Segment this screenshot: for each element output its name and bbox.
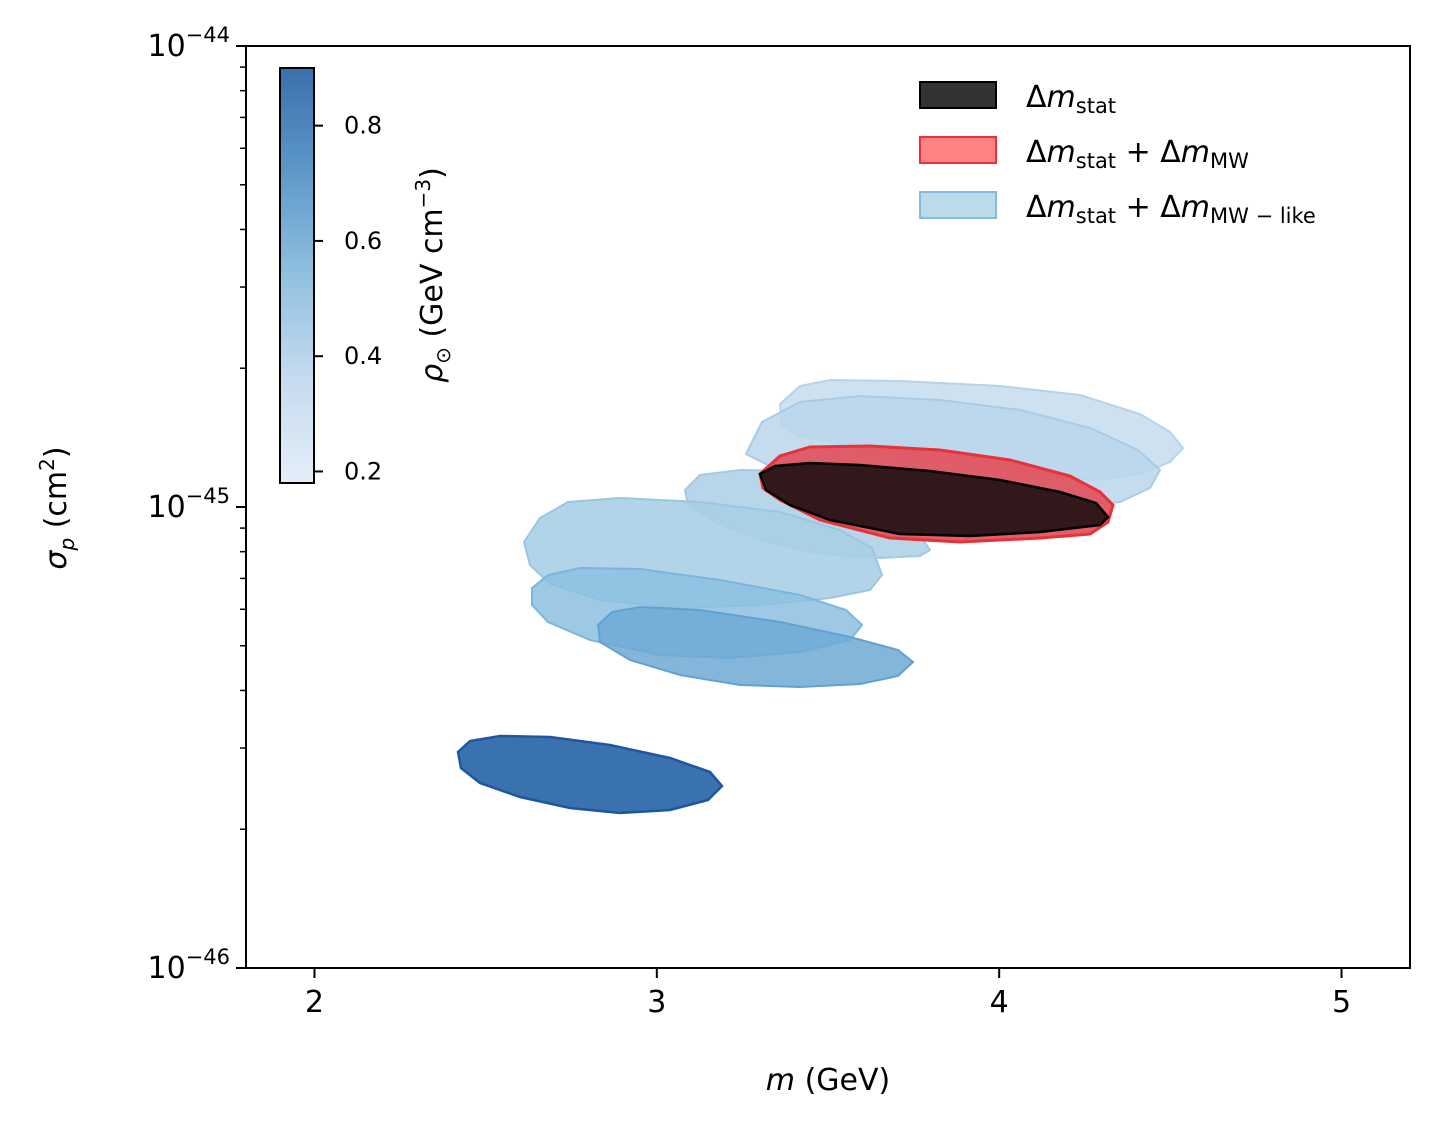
x-axis-label: m (GeV): [766, 1063, 890, 1098]
colorbar-tick-label: 0.4: [344, 342, 382, 370]
legend-label-mw: Δmstat + ΔmMW: [1026, 135, 1249, 173]
legend-swatch-mwlike: [919, 191, 997, 219]
x-tick-label: 2: [305, 985, 324, 1020]
colorbar-tick-label: 0.2: [344, 457, 382, 485]
x-tick-label: 5: [1332, 985, 1351, 1020]
colorbar: 0.2 0.4 0.6 0.8 ρ⊙ (GeV cm−3): [279, 67, 455, 485]
y-axis-label: σp (cm2): [35, 446, 79, 569]
y-axis-minor-ticks: [240, 66, 246, 830]
legend-item-mw: Δmstat + ΔmMW: [919, 135, 1249, 173]
region-mwlike-rho-0.55: [596, 605, 915, 689]
colorbar-ticks: 0.2 0.4 0.6 0.8: [314, 112, 382, 485]
legend: Δmstat Δmstat + ΔmMW Δmstat + ΔmMW − lik…: [919, 80, 1316, 228]
x-tick-label: 3: [647, 985, 666, 1020]
colorbar-label: ρ⊙ (GeV cm−3): [411, 167, 455, 383]
x-tick-label: 4: [990, 985, 1009, 1020]
colorbar-tick-label: 0.8: [344, 112, 382, 140]
legend-label-mwlike: Δmstat + ΔmMW − like: [1026, 190, 1316, 228]
legend-swatch-stat: [919, 81, 997, 109]
region-mwlike-rho-0.88: [456, 734, 724, 815]
x-axis-ticks: 2 3 4 5: [305, 968, 1351, 1020]
y-tick-label: 10−46: [147, 945, 230, 986]
legend-swatch-mw: [919, 136, 997, 164]
legend-item-stat: Δmstat: [919, 80, 1116, 118]
contour-regions: [456, 378, 1185, 815]
y-tick-label: 10−44: [147, 23, 230, 64]
colorbar-tick-label: 0.6: [344, 227, 382, 255]
y-axis-ticks: 10−46 10−45 10−44: [147, 23, 246, 986]
legend-item-mwlike: Δmstat + ΔmMW − like: [919, 190, 1316, 228]
y-tick-label: 10−45: [147, 484, 230, 525]
colorbar-gradient: [279, 67, 315, 484]
region-stat: [758, 461, 1110, 538]
legend-label-stat: Δmstat: [1026, 80, 1116, 118]
